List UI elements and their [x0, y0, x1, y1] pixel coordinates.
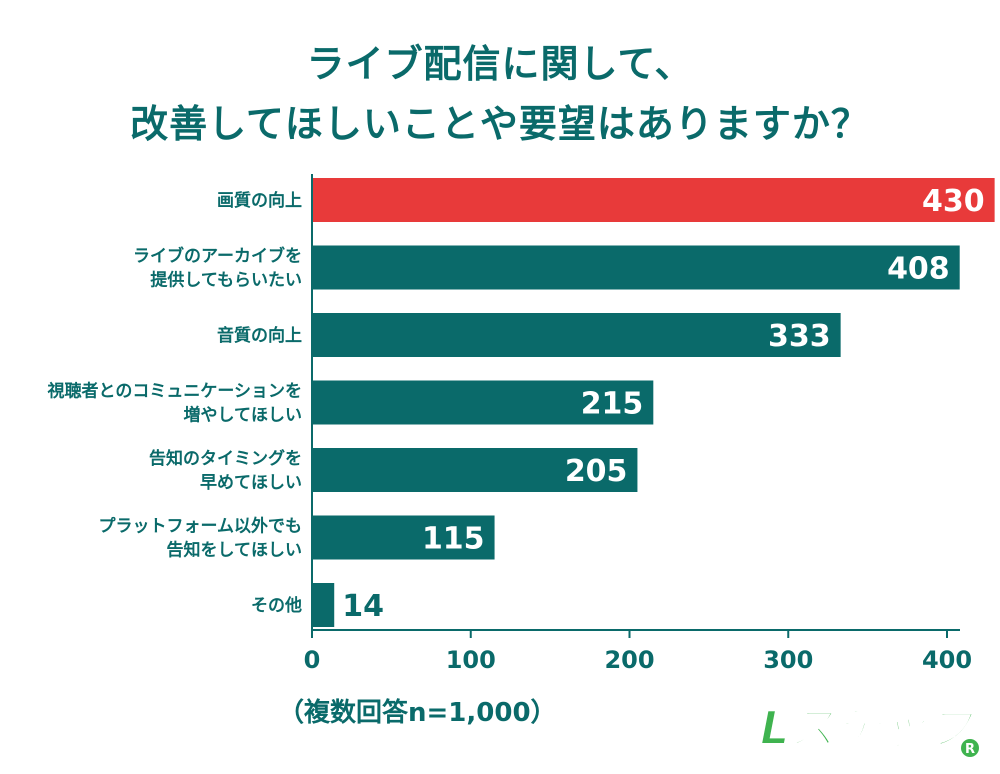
category-label: ライブのアーカイブを: [133, 246, 302, 267]
x-tick-label: 400: [922, 646, 972, 674]
bar-value-label: 408: [887, 252, 950, 287]
x-tick-label: 200: [604, 646, 654, 674]
x-tick-label: 300: [763, 646, 813, 674]
bar-value-label: 115: [422, 522, 485, 557]
bar: [312, 178, 995, 222]
bar: [312, 448, 638, 492]
category-label: プラットフォーム以外でも: [99, 516, 303, 537]
category-label: 増やしてほしい: [184, 405, 303, 426]
bar: [312, 515, 495, 560]
category-label: 音質の向上: [217, 325, 302, 346]
category-label: 視聴者とのコミュニケーションを: [47, 381, 303, 402]
bar-value-label: 430: [922, 184, 985, 219]
category-label: 告知をしてほしい: [167, 540, 303, 561]
sample-note: （複数回答n=1,000）: [278, 698, 557, 728]
bar-value-label: 14: [342, 589, 384, 624]
category-label: 早めてほしい: [200, 473, 302, 493]
category-label: 提供してもらいたい: [150, 270, 302, 291]
registered-mark-text: R: [965, 742, 975, 757]
chart-title: ライブ配信に関して、 改善してほしいことや要望はありますか？: [0, 34, 1000, 154]
category-label: その他: [251, 595, 302, 616]
category-label: 画質の向上: [217, 190, 302, 211]
logo-text: Lステップ: [760, 701, 982, 755]
x-tick-label: 0: [304, 646, 321, 674]
title-line-1: ライブ配信に関して、: [306, 42, 694, 86]
bar-value-label: 215: [581, 387, 644, 422]
category-label: 告知のタイミングを: [149, 448, 302, 469]
bar: [312, 380, 654, 425]
bar-value-label: 205: [565, 454, 628, 489]
x-tick-label: 100: [446, 646, 496, 674]
bar: [312, 245, 960, 290]
lstep-logo: Lステップ R: [759, 700, 983, 757]
title-line-2: 改善してほしいことや要望はありますか？: [130, 102, 870, 146]
registered-mark-icon: [961, 739, 979, 757]
bar: [312, 313, 841, 357]
bar-value-label: 333: [768, 319, 831, 354]
bar: [312, 583, 335, 627]
